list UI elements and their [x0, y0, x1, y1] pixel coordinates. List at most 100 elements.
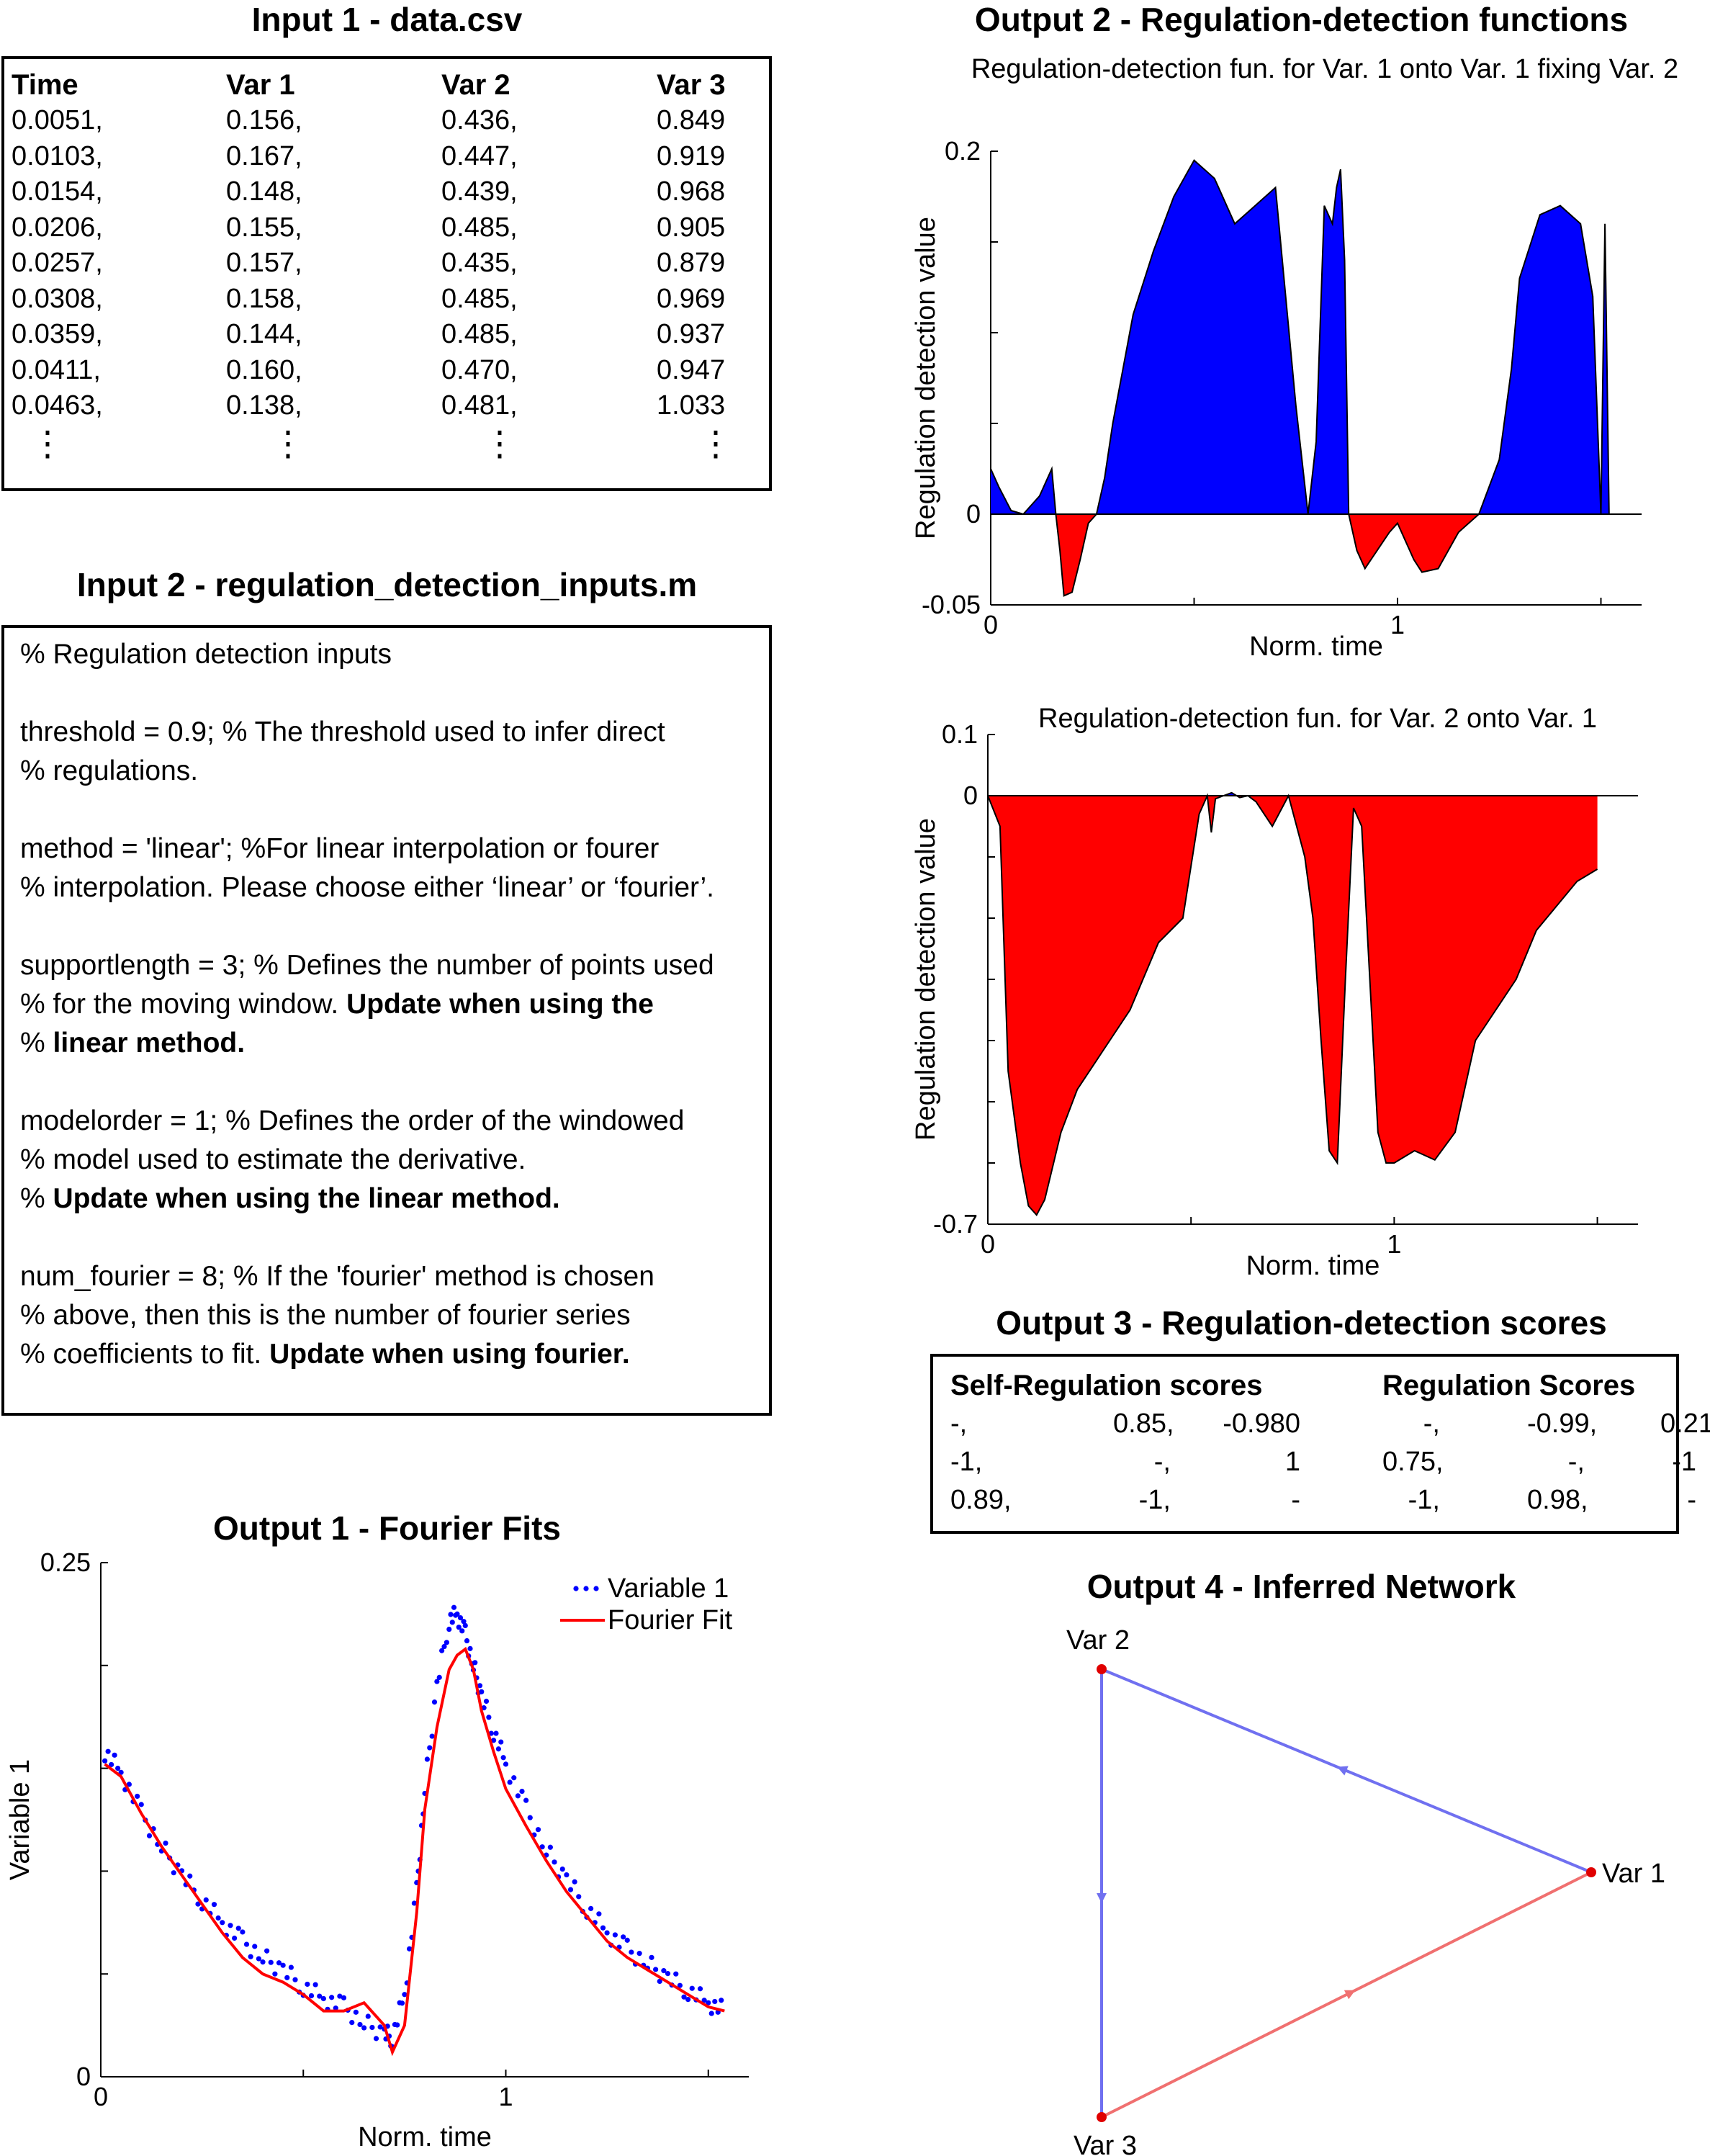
- negative-area: [988, 796, 1598, 1216]
- data-point: [264, 1948, 270, 1954]
- y-tick-label: 0.2: [945, 136, 981, 166]
- self-score-cell: 0.89,: [950, 1485, 1012, 1515]
- regulation-score-cell: -1,: [1408, 1485, 1440, 1515]
- data-point: [451, 1604, 457, 1610]
- data-point: [600, 1925, 606, 1931]
- x-axis-label: Norm. time: [1246, 1251, 1380, 1281]
- data-point: [677, 1982, 683, 1988]
- code-line: modelorder = 1; % Defines the order of t…: [20, 1102, 684, 1141]
- data-point: [308, 1993, 315, 1999]
- data-point: [163, 1840, 168, 1846]
- data-point: [459, 1628, 465, 1634]
- data-point: [503, 1761, 509, 1767]
- x-tick-label: 0: [984, 610, 998, 639]
- table-cell: 0.0359,: [12, 319, 103, 349]
- y-axis-label: Regulation detection value: [911, 818, 941, 1141]
- x-tick-label: 1: [498, 2082, 513, 2111]
- table-cell: 0.0308,: [12, 283, 103, 314]
- code-text: num_fourier = 8; % If the 'fourier' meth…: [20, 1261, 654, 1292]
- output3-title: Output 3 - Regulation-detection scores: [996, 1304, 1607, 1342]
- data-point: [399, 2000, 405, 2006]
- data-point: [559, 1866, 565, 1872]
- data-point: [228, 1923, 233, 1928]
- data-point: [220, 1920, 225, 1926]
- data-point: [665, 1971, 671, 1977]
- self-score-cell: -1,: [1138, 1485, 1171, 1515]
- code-text: %: [20, 1028, 53, 1059]
- table-cell: 0.158,: [226, 283, 302, 314]
- csv-header-row: Time Var 1 Var 2 Var 3: [4, 69, 769, 105]
- data-point: [411, 1900, 417, 1906]
- input1-title: Input 1 - data.csv: [251, 1, 523, 38]
- data-point: [588, 1905, 594, 1911]
- data-point: [349, 2020, 355, 2026]
- data-point: [373, 2036, 379, 2042]
- data-point: [701, 1998, 707, 2003]
- self-score-cell: -,: [950, 1409, 968, 1439]
- code-text: % regulations.: [20, 755, 199, 786]
- x-tick-label: 0: [981, 1229, 995, 1259]
- code-text: % model used to estimate the derivative.: [20, 1144, 526, 1175]
- scores-box: Self-Regulation scores Regulation Scores…: [930, 1354, 1710, 1534]
- table-cell: 0.968: [657, 176, 726, 207]
- data-point: [636, 1951, 642, 1957]
- data-point: [493, 1730, 499, 1736]
- code-text: % interpolation. Please choose either ‘l…: [20, 872, 714, 903]
- data-point: [135, 1793, 140, 1800]
- data-point: [361, 2025, 367, 2031]
- data-point: [395, 2022, 400, 2028]
- data-point: [429, 1733, 435, 1739]
- data-point: [292, 1977, 298, 1982]
- data-point: [240, 1929, 246, 1935]
- x-tick-label: 0: [94, 2082, 108, 2111]
- table-cell: 0.485,: [441, 283, 518, 314]
- table-cell: 0.905: [657, 212, 726, 243]
- code-line: % Regulation detection inputs: [20, 635, 392, 674]
- code-text: supportlength = 3; % Defines the number …: [20, 950, 714, 981]
- code-line: % linear method.: [20, 1024, 245, 1063]
- code-line: method = 'linear'; %For linear interpola…: [20, 830, 659, 868]
- table-cell: 0.156,: [226, 105, 302, 135]
- data-point: [457, 1614, 464, 1621]
- chart-title: Regulation-detection fun. for Var. 2 ont…: [1038, 704, 1597, 734]
- data-point: [118, 1769, 124, 1775]
- y-tick-label: 0: [76, 2062, 91, 2091]
- table-row: 0.0308, 0.158, 0.485, 0.969: [4, 284, 769, 320]
- data-point: [547, 1844, 553, 1850]
- table-row: 0.0411, 0.160, 0.470, 0.947: [4, 355, 769, 391]
- data-point: [235, 1926, 241, 1931]
- node-label: Var 1: [1602, 1859, 1665, 1889]
- data-point: [498, 1739, 504, 1745]
- data-point: [511, 1775, 517, 1781]
- legend-label-variable: Variable 1: [608, 1573, 729, 1604]
- node-label: Var 2: [1066, 1625, 1130, 1656]
- data-point: [105, 1748, 111, 1754]
- data-point: [649, 1954, 654, 1960]
- table-row: 0.0103, 0.167, 0.447, 0.919: [4, 141, 769, 177]
- edge-arrow-icon: [1097, 1893, 1107, 1903]
- data-point: [353, 2009, 359, 2015]
- table-row: 0.0051, 0.156, 0.436, 0.849: [4, 105, 769, 141]
- data-point: [689, 1985, 695, 1991]
- regulation-score-cell: 0.75,: [1382, 1447, 1444, 1477]
- data-point: [515, 1793, 521, 1799]
- data-point: [624, 1937, 630, 1943]
- data-point: [434, 1679, 440, 1684]
- data-point: [427, 1745, 433, 1751]
- code-box: % Regulation detection inputs threshold =…: [1, 625, 772, 1416]
- curve-outline: [990, 159, 1610, 597]
- ellipsis: ⋮: [271, 425, 305, 463]
- fourier-fit-line: [104, 1646, 725, 2057]
- y-axis-label: Variable 1: [5, 1759, 35, 1880]
- table-cell: 0.481,: [441, 390, 518, 421]
- csv-header-cell: Time: [12, 69, 78, 101]
- positive-area: [991, 160, 1609, 514]
- data-point: [507, 1779, 513, 1785]
- data-point: [535, 1827, 541, 1833]
- data-point: [276, 1960, 282, 1966]
- data-point: [109, 1761, 114, 1768]
- self-regulation-header: Self-Regulation scores: [950, 1370, 1263, 1401]
- output4-title: Output 4 - Inferred Network: [1086, 1568, 1516, 1605]
- table-row: 0.0463, 0.138, 0.481, 1.033: [4, 390, 769, 426]
